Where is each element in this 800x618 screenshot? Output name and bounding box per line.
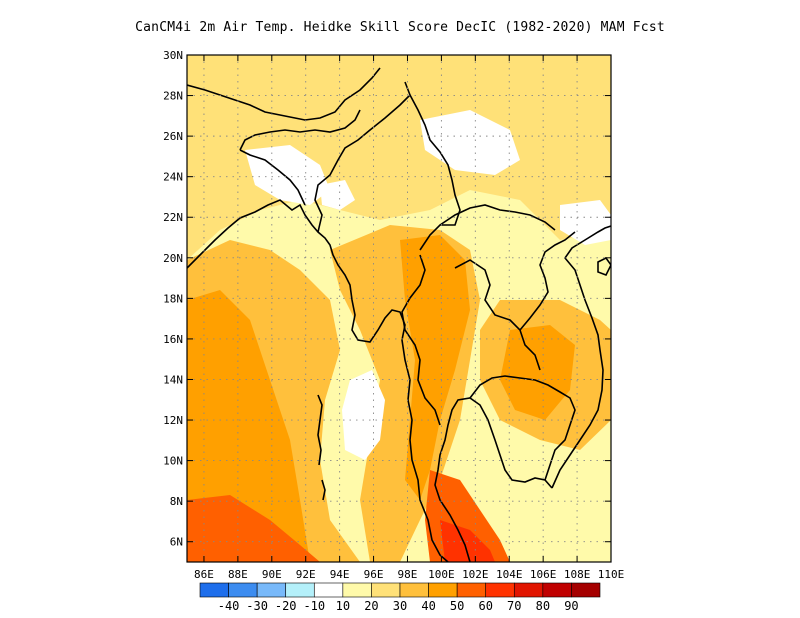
colorbar-label: -10 <box>303 599 325 613</box>
colorbar-label: 80 <box>536 599 550 613</box>
colorbar-segment <box>313 582 344 598</box>
lat-tick-label: 26N <box>163 130 183 143</box>
colorbar-label: -20 <box>275 599 297 613</box>
colorbar-label: 40 <box>421 599 435 613</box>
lat-tick-label: 18N <box>163 292 183 305</box>
colorbar-segment <box>456 582 487 598</box>
colorbar-segment <box>542 582 572 598</box>
lat-tick-label: 22N <box>163 211 183 224</box>
coastline-bay-of-bengal <box>187 199 449 562</box>
lon-tick-label: 90E <box>262 568 282 581</box>
border-thailand-cambodia <box>469 375 576 481</box>
colorbar-segment <box>256 582 287 598</box>
colorbar-segment <box>199 582 229 598</box>
island-andaman <box>317 394 323 466</box>
lat-tick-label: 24N <box>163 171 183 184</box>
colorbar-segment <box>428 582 458 598</box>
field-red-sw <box>187 495 320 562</box>
colorbar-label: -30 <box>246 599 268 613</box>
map-title: CanCM4i 2m Air Temp. Heidke Skill Score … <box>135 20 665 35</box>
coastline-gulf-of-thailand <box>434 397 553 562</box>
axis-ticks: 86E 88E 90E 92E 94E 96E 98E 100E 102E 104E 106E 108… <box>163 49 624 581</box>
island-hainan <box>597 256 611 277</box>
coastlines-and-borders <box>187 67 611 562</box>
border-laos-thailand <box>454 259 541 371</box>
colorbar-label: 50 <box>450 599 464 613</box>
lon-tick-label: 104E <box>496 568 523 581</box>
border-bangladesh <box>239 149 306 206</box>
border-laos-china <box>439 204 556 231</box>
lon-tick-label: 86E <box>194 568 214 581</box>
lat-tick-label: 8N <box>170 495 183 508</box>
field-dark-red-south <box>440 520 495 562</box>
field-deep-orange-sw <box>187 290 310 562</box>
colorbar-segment <box>399 582 429 598</box>
colorbar-label: -40 <box>218 599 240 613</box>
lat-tick-label: 14N <box>163 373 183 386</box>
field-light-yellow <box>187 55 611 260</box>
lon-tick-label: 94E <box>330 568 350 581</box>
colorbar-label: 70 <box>507 599 521 613</box>
skill-score-field <box>187 55 611 562</box>
lat-tick-label: 6N <box>170 536 183 549</box>
lat-tick-label: 30N <box>163 49 183 62</box>
lon-tick-label: 92E <box>296 568 316 581</box>
border-myanmar-thailand <box>401 254 441 426</box>
colorbar-segment <box>371 582 401 598</box>
plot-frame <box>186 54 612 563</box>
island-nicobar <box>321 479 326 501</box>
border-myanmar-china <box>409 94 461 251</box>
colorbar-segment <box>485 582 515 598</box>
colorbar-label: 20 <box>364 599 378 613</box>
field-white-center <box>342 370 385 460</box>
border-india-north <box>239 109 361 151</box>
lat-tick-label: 10N <box>163 455 183 468</box>
colorbar-segment <box>342 582 372 598</box>
colorbar-label: 10 <box>336 599 350 613</box>
border-himalaya <box>187 67 381 121</box>
lon-tick-label: 100E <box>428 568 455 581</box>
colorbar-segment <box>571 582 601 598</box>
lat-lon-grid <box>187 55 611 562</box>
coastline-vietnam <box>551 225 611 489</box>
border-myanmar-india <box>314 81 411 233</box>
lat-tick-label: 20N <box>163 252 183 265</box>
lat-tick-label: 28N <box>163 90 183 103</box>
colorbar-segment <box>513 582 544 598</box>
colorbar-label: 90 <box>564 599 578 613</box>
lat-tick-label: 12N <box>163 414 183 427</box>
lon-tick-label: 96E <box>364 568 384 581</box>
colorbar-segment <box>228 582 258 598</box>
colorbar: -40 -30 -20 -10 10 20 30 40 50 60 70 80 90 <box>199 582 601 613</box>
lon-tick-label: 88E <box>228 568 248 581</box>
field-white-small <box>320 180 355 210</box>
lon-tick-label: 98E <box>398 568 418 581</box>
field-deep-orange-east <box>500 325 575 420</box>
lon-tick-label: 102E <box>462 568 489 581</box>
colorbar-segment <box>285 582 315 598</box>
colorbar-label: 60 <box>478 599 492 613</box>
lon-tick-label: 110E <box>598 568 625 581</box>
colorbar-label: 30 <box>393 599 407 613</box>
lon-tick-label: 106E <box>530 568 557 581</box>
field-deep-orange-central <box>400 235 470 500</box>
lat-tick-label: 16N <box>163 333 183 346</box>
border-laos-vietnam <box>519 231 576 331</box>
lon-tick-label: 108E <box>564 568 591 581</box>
